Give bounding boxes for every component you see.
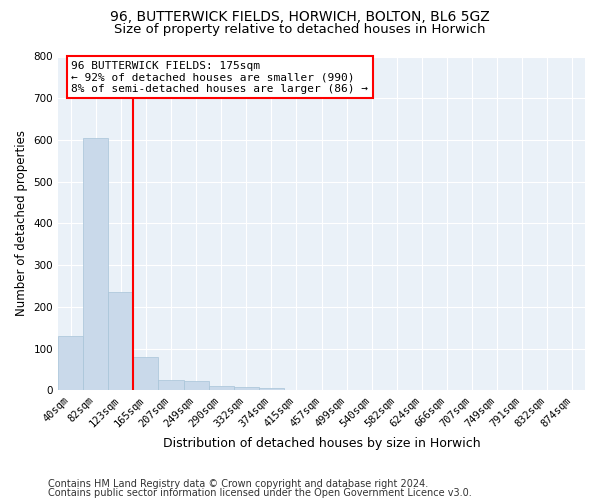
Bar — [259, 388, 284, 390]
Y-axis label: Number of detached properties: Number of detached properties — [15, 130, 28, 316]
Bar — [58, 336, 83, 390]
X-axis label: Distribution of detached houses by size in Horwich: Distribution of detached houses by size … — [163, 437, 481, 450]
Bar — [158, 380, 184, 390]
Bar — [83, 138, 108, 390]
Text: Contains HM Land Registry data © Crown copyright and database right 2024.: Contains HM Land Registry data © Crown c… — [48, 479, 428, 489]
Bar — [108, 292, 133, 390]
Bar — [184, 381, 209, 390]
Bar — [133, 357, 158, 390]
Text: Contains public sector information licensed under the Open Government Licence v3: Contains public sector information licen… — [48, 488, 472, 498]
Text: Size of property relative to detached houses in Horwich: Size of property relative to detached ho… — [114, 22, 486, 36]
Bar — [233, 388, 259, 390]
Text: 96 BUTTERWICK FIELDS: 175sqm
← 92% of detached houses are smaller (990)
8% of se: 96 BUTTERWICK FIELDS: 175sqm ← 92% of de… — [71, 60, 368, 94]
Bar — [209, 386, 233, 390]
Text: 96, BUTTERWICK FIELDS, HORWICH, BOLTON, BL6 5GZ: 96, BUTTERWICK FIELDS, HORWICH, BOLTON, … — [110, 10, 490, 24]
